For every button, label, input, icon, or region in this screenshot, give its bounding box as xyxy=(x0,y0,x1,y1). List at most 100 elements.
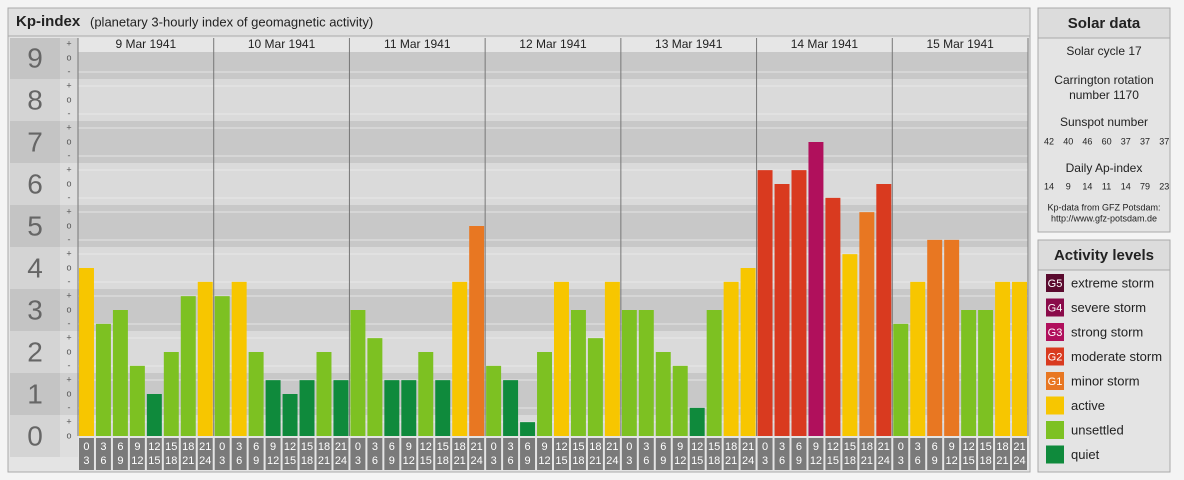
title-bar xyxy=(7,7,1031,37)
hour-box xyxy=(774,438,790,470)
kp-suffix: o xyxy=(66,220,71,230)
hour-box xyxy=(401,438,417,470)
kp-bar xyxy=(978,310,994,436)
hour-box xyxy=(163,438,179,470)
hour-label: 12 xyxy=(691,441,703,453)
kp-suffix: + xyxy=(66,290,71,300)
hour-label: 9 xyxy=(134,441,140,453)
hour-box xyxy=(367,438,383,470)
kp-suffix: o xyxy=(66,430,71,440)
sunspot-value: 37 xyxy=(1140,136,1150,146)
kp-suffix: + xyxy=(66,80,71,90)
level-name: quiet xyxy=(1071,447,1100,462)
kp-bar xyxy=(333,380,349,436)
hour-box xyxy=(995,438,1011,470)
level-name: moderate storm xyxy=(1071,349,1162,364)
ap-value: 23 xyxy=(1159,181,1169,191)
hour-label: 0 xyxy=(491,441,497,453)
hour-label: 3 xyxy=(915,441,921,453)
level-swatch xyxy=(1046,347,1064,366)
hour-label: 12 xyxy=(946,455,958,467)
hour-label: 24 xyxy=(1013,455,1025,467)
suffix-band xyxy=(60,289,78,331)
hour-label: 0 xyxy=(762,441,768,453)
kp-suffix: - xyxy=(68,108,71,118)
hour-label: 15 xyxy=(827,455,839,467)
hour-box xyxy=(978,438,994,470)
kp-bar xyxy=(927,239,943,436)
level-code: G2 xyxy=(1048,351,1063,363)
hour-label: 24 xyxy=(742,455,754,467)
hour-label: 6 xyxy=(915,455,921,467)
kp-suffix: + xyxy=(66,122,71,132)
kp-bar xyxy=(689,407,705,436)
hour-box xyxy=(859,438,875,470)
kp-bar xyxy=(587,338,603,436)
suffix-band xyxy=(60,247,78,289)
hour-label: 6 xyxy=(508,455,514,467)
kp-suffix: o xyxy=(66,52,71,62)
hour-label: 21 xyxy=(182,455,194,467)
hour-box xyxy=(469,438,485,470)
hour-box xyxy=(655,438,671,470)
kp-bar xyxy=(537,352,552,436)
hour-label: 18 xyxy=(437,455,449,467)
hour-label: 21 xyxy=(471,441,483,453)
hour-box xyxy=(503,438,519,470)
kp-bar xyxy=(808,142,824,436)
date-header xyxy=(213,38,350,52)
hour-label: 18 xyxy=(708,455,720,467)
hour-label: 18 xyxy=(589,441,601,453)
sunspot-value: 60 xyxy=(1102,136,1112,146)
hour-box xyxy=(418,438,434,470)
kp-bar xyxy=(570,310,586,436)
ap-value: 14 xyxy=(1082,181,1092,191)
axis-band xyxy=(10,373,60,415)
hour-label: 21 xyxy=(725,455,737,467)
hour-label: 15 xyxy=(572,441,584,453)
level-name: strong storm xyxy=(1071,324,1143,339)
kp-bar xyxy=(893,323,909,436)
kp-bar xyxy=(791,170,807,436)
hour-box xyxy=(706,438,722,470)
kp-bar xyxy=(163,352,179,436)
hour-label: 9 xyxy=(406,441,412,453)
hour-box xyxy=(587,438,603,470)
hour-label: 3 xyxy=(491,455,497,467)
carrington: number 1170 xyxy=(1069,88,1139,102)
kp-bar xyxy=(146,394,162,436)
hour-box xyxy=(723,438,739,470)
hour-box xyxy=(944,438,960,470)
y-tick-label: 1 xyxy=(27,378,43,409)
hour-label: 24 xyxy=(199,455,211,467)
plot-band xyxy=(78,79,1028,121)
hour-box xyxy=(740,438,756,470)
kp-suffix: + xyxy=(66,248,71,258)
hour-label: 3 xyxy=(762,455,768,467)
sunspot-value: 42 xyxy=(1044,136,1054,146)
hour-label: 12 xyxy=(420,441,432,453)
date-label: 14 Mar 1941 xyxy=(791,37,859,51)
y-tick-label: 3 xyxy=(27,294,43,325)
hour-box xyxy=(876,438,892,470)
y-tick-label: 6 xyxy=(27,168,43,199)
kp-suffix: o xyxy=(66,304,71,314)
kp-bar xyxy=(299,380,315,436)
kp-bar xyxy=(1012,281,1027,436)
sunspot-value: 46 xyxy=(1082,136,1092,146)
kp-bar xyxy=(452,281,468,436)
hour-box xyxy=(79,438,94,470)
hour-label: 0 xyxy=(219,441,225,453)
chart-subtitle: (planetary 3-hourly index of geomagnetic… xyxy=(90,14,373,29)
hour-label: 3 xyxy=(372,441,378,453)
date-label: 10 Mar 1941 xyxy=(248,37,316,51)
hour-box xyxy=(350,438,366,470)
hour-label: 18 xyxy=(182,441,194,453)
hour-box xyxy=(554,438,569,470)
level-code: G4 xyxy=(1048,302,1063,314)
axis-band xyxy=(10,163,60,205)
kp-suffix: - xyxy=(68,192,71,202)
hour-label: 3 xyxy=(100,441,106,453)
hour-label: 3 xyxy=(355,455,361,467)
kp-suffix: o xyxy=(66,178,71,188)
